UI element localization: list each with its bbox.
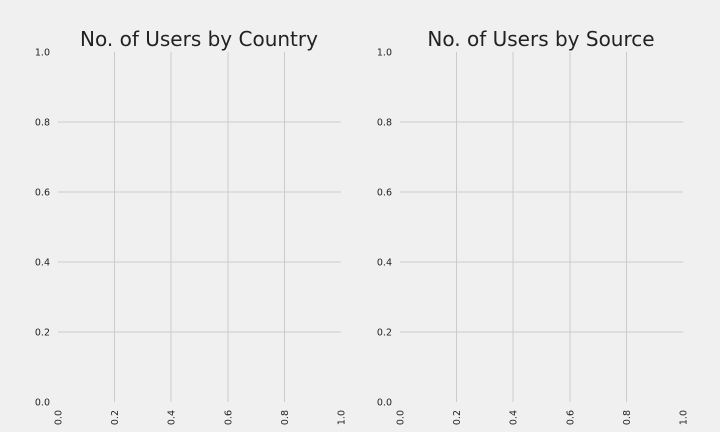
source-chart-y-tick-label: 0.8 bbox=[377, 118, 392, 129]
source-chart-x-tick-label: 0.6 bbox=[565, 410, 576, 425]
source-chart-x-tick-label: 0.0 bbox=[396, 410, 407, 425]
country-chart-x-tick-label: 0.0 bbox=[54, 410, 65, 425]
country-chart-grid bbox=[58, 52, 341, 402]
country-chart-x-axis: 0.0 0.2 0.4 0.6 0.8 1.0 bbox=[54, 410, 348, 425]
source-chart-grid bbox=[400, 52, 683, 402]
country-chart-x-tick-label: 1.0 bbox=[337, 410, 348, 425]
country-chart-y-tick-label: 0.8 bbox=[35, 118, 50, 129]
source-chart-y-tick-label: 0.4 bbox=[377, 258, 392, 269]
country-chart-y-tick-label: 0.6 bbox=[35, 188, 50, 199]
country-chart-title: No. of Users by Country bbox=[80, 27, 318, 51]
country-chart-y-tick-label: 0.4 bbox=[35, 258, 50, 269]
source-chart-x-tick-label: 1.0 bbox=[679, 410, 690, 425]
country-chart: No. of Users by Country 0.0 0.2 0.4 0.6 0.8 1… bbox=[35, 27, 348, 425]
source-chart-y-tick-label: 0.0 bbox=[377, 398, 392, 409]
source-chart-x-tick-label: 0.8 bbox=[622, 410, 633, 425]
source-chart-y-axis: 0.0 0.2 0.4 0.6 0.8 1.0 bbox=[377, 48, 392, 409]
source-chart-x-tick-label: 0.4 bbox=[509, 410, 520, 425]
source-chart-title: No. of Users by Source bbox=[427, 27, 654, 51]
country-chart-y-tick-label: 1.0 bbox=[35, 48, 50, 59]
country-chart-x-tick-label: 0.2 bbox=[110, 410, 121, 425]
source-chart-x-axis: 0.0 0.2 0.4 0.6 0.8 1.0 bbox=[396, 410, 690, 425]
source-chart-y-tick-label: 1.0 bbox=[377, 48, 392, 59]
source-chart-y-tick-label: 0.6 bbox=[377, 188, 392, 199]
source-chart-x-tick-label: 0.2 bbox=[452, 410, 463, 425]
country-chart-x-tick-label: 0.8 bbox=[280, 410, 291, 425]
country-chart-y-tick-label: 0.0 bbox=[35, 398, 50, 409]
country-chart-x-tick-label: 0.4 bbox=[167, 410, 178, 425]
country-chart-y-axis: 0.0 0.2 0.4 0.6 0.8 1.0 bbox=[35, 48, 50, 409]
country-chart-y-tick-label: 0.2 bbox=[35, 328, 50, 339]
source-chart: No. of Users by Source 0.0 0.2 0.4 0.6 0.8 1.… bbox=[377, 27, 690, 425]
country-chart-x-tick-label: 0.6 bbox=[223, 410, 234, 425]
source-chart-y-tick-label: 0.2 bbox=[377, 328, 392, 339]
